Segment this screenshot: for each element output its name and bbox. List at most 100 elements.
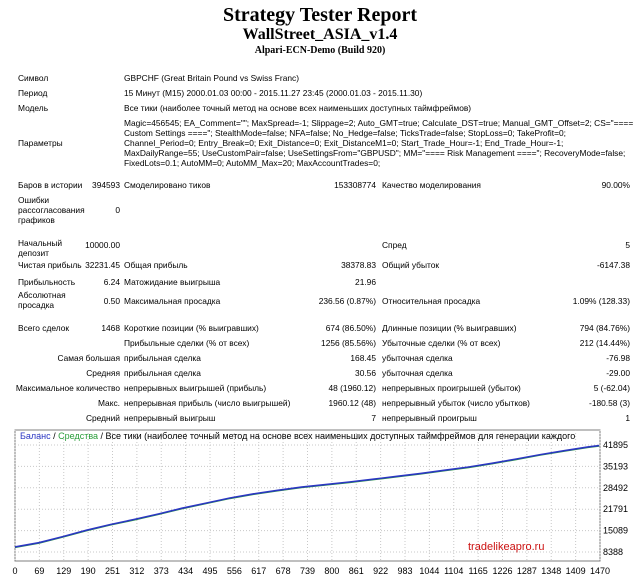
x-tick-label: 1104 [444,566,463,576]
gross-loss-value: -6147.38 [596,260,630,270]
average-profit-label: прибыльная сделка [124,368,201,378]
deposit-value: 10000.00 [85,240,120,250]
spread-value: 5 [625,240,630,250]
average-loss-label: убыточная сделка [382,368,453,378]
net-profit-value: 32231.45 [85,260,120,270]
max-amount-label: Макс. [97,398,120,408]
params-line: MaxDailyRange=55; UseCustomPair=false; U… [124,148,626,158]
params-line: Magic=456545; EA_Comment=""; MaxSpread=-… [124,118,634,128]
short-pos-value: 674 (86.50%) [325,323,376,333]
max-count-loss-label: непрерывных проигрышей (убыток) [382,383,521,393]
largest-profit-label: прибыльная сделка [124,353,201,363]
largest-label: Самая большая [57,353,120,363]
legend-equity: Средства [58,431,98,441]
gross-profit-value: 38378.83 [341,260,376,270]
x-tick-label: 0 [12,566,17,576]
avg-consec-profit-label: непрерывный выигрыш [124,413,216,423]
profit-trades-label: Прибыльные сделки (% от всех) [124,338,250,348]
balance-line [14,444,600,548]
quality-label: Качество моделирования [382,180,481,190]
expected-payoff-value: 21.96 [355,277,376,287]
y-tick-label: 28492 [603,483,628,493]
avg-consec-loss-value: 1 [625,413,630,423]
x-tick-label: 678 [276,566,291,576]
x-tick-label: 190 [81,566,96,576]
average-loss-value: -29.00 [606,368,630,378]
errors-label: Ошибки рассогласования графиков [18,195,85,225]
quality-value: 90.00% [601,180,630,190]
x-tick-label: 1044 [419,566,439,576]
max-amount-loss-value: -180.58 (3) [589,398,630,408]
x-tick-label: 922 [373,566,388,576]
largest-loss-label: убыточная сделка [382,353,453,363]
chart-grid [14,430,601,561]
report-title: Strategy Tester Report [222,4,418,26]
abs-dd-value: 0.50 [103,296,120,306]
profit-factor-label: Прибыльность [18,277,76,287]
abs-dd-label: Абсолютная просадка [18,290,66,310]
model-value: Все тики (наиболее точный метод на основ… [124,103,472,113]
loss-trades-value: 212 (14.44%) [579,338,630,348]
avg-consec-loss-label: непрерывный проигрыш [382,413,477,423]
legend-balance: Баланс [20,431,51,441]
symbol-value: GBPCHF (Great Britain Pound vs Swiss Fra… [124,73,299,83]
legend-model: Все тики (наиболее точный метод на основ… [106,431,576,441]
max-count-loss-value: 5 (-62.04) [593,383,630,393]
period-value: 15 Минут (M15) 2000.01.03 00:00 - 2015.1… [124,88,423,98]
ticks-label: Смоделировано тиков [124,180,211,190]
params-line: Channel_Period=0; Entry_Break=0; Exit_Di… [124,138,564,148]
x-tick-label: 434 [178,566,193,576]
x-tick-label: 800 [324,566,339,576]
x-tick-label: 1409 [566,566,586,576]
watermark: tradelikeapro.ru [468,541,544,553]
expert-name: WallStreet_ASIA_v1.4 [242,26,398,43]
legend-separator: / [98,431,106,441]
x-tick-label: 69 [34,566,44,576]
largest-loss-value: -76.98 [606,353,630,363]
params-line: FixedLots=0.1; AutoMM=0; AutoMM_Max=20; … [124,158,381,168]
total-trades-label: Всего сделок [18,323,70,333]
bars-label: Баров в истории [18,180,83,190]
loss-trades-label: Убыточные сделки (% от всех) [382,338,501,348]
rel-dd-label: Относительная просадка [382,296,481,306]
y-tick-label: 41895 [603,440,628,450]
max-amount-profit-label: непрерывная прибыль (число выигрышей) [124,398,291,408]
rel-dd-value: 1.09% (128.33) [572,296,630,306]
x-tick-label: 739 [300,566,315,576]
chart-legend: Баланс / Средства / Все тики (наиболее т… [20,431,575,441]
max-count-label: Максимальное количество [15,383,120,393]
gross-loss-label: Общий убыток [382,260,440,270]
y-axis-ticks: 41895 35193 28492 21791 15089 8388 [603,440,628,557]
short-pos-label: Короткие позиции (% выигравших) [124,323,259,333]
max-count-profit-label: непрерывных выигрышей (прибыль) [124,383,267,393]
params-line: Custom Settings ===="; StealthMode=false… [124,128,566,138]
x-tick-label: 1226 [492,566,512,576]
avg-consec-profit-value: 7 [371,413,376,423]
y-tick-label: 15089 [603,526,628,536]
max-amount-loss-label: непрерывный убыток (число убытков) [382,398,530,408]
average-label: Средняя [86,368,120,378]
x-axis-ticks: 0 69 129 190 251 312 373 434 495 556 617 678 739 800 8… [12,566,610,576]
largest-profit-value: 168.45 [350,353,376,363]
max-count-profit-value: 48 (1960.12) [328,383,377,393]
errors-value: 0 [115,205,120,215]
y-tick-label: 35193 [603,461,628,471]
x-tick-label: 129 [56,566,71,576]
net-profit-label: Чистая прибыль [18,260,82,270]
profit-trades-value: 1256 (85.56%) [321,338,376,348]
y-tick-label: 21791 [603,504,628,514]
long-pos-value: 794 (84.76%) [579,323,630,333]
symbol-label: Символ [18,73,49,83]
x-tick-label: 861 [349,566,364,576]
deposit-label: Начальный депозит [18,238,63,258]
x-tick-label: 251 [105,566,120,576]
spread-label: Спред [382,240,407,250]
x-tick-label: 1470 [590,566,610,576]
gross-profit-label: Общая прибыль [124,260,188,270]
x-tick-label: 556 [227,566,242,576]
x-tick-label: 373 [154,566,169,576]
long-pos-label: Длинные позиции (% выигравших) [382,323,517,333]
ticks-value: 153308774 [334,180,376,190]
x-tick-label: 1287 [517,566,537,576]
period-label: Период [18,88,48,98]
